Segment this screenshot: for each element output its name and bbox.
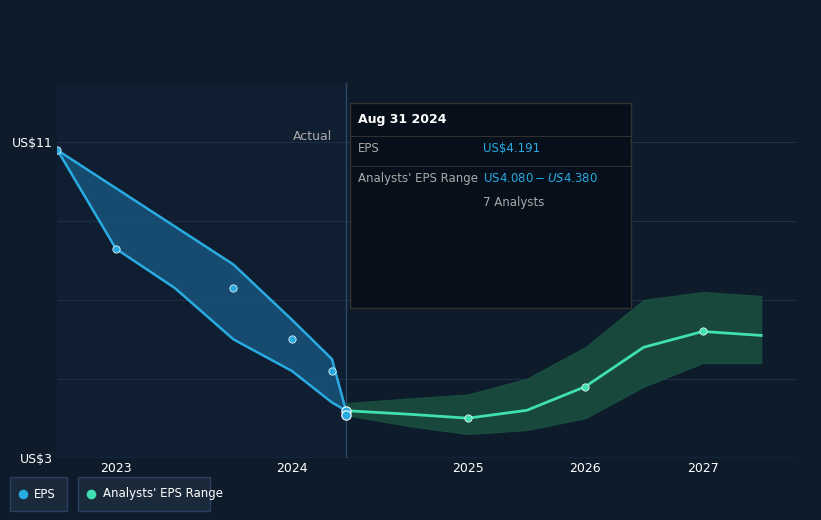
Text: Analysts Forecasts: Analysts Forecasts (360, 131, 476, 144)
Point (696, 327, 709, 335)
Text: Aug 31 2024: Aug 31 2024 (358, 113, 447, 126)
Point (325, 367, 338, 375)
Point (339, 407, 352, 415)
Point (84, 490, 97, 498)
Text: 7 Analysts: 7 Analysts (484, 196, 544, 209)
Text: Actual: Actual (292, 131, 332, 144)
Text: EPS: EPS (34, 488, 56, 500)
Text: Analysts' EPS Range: Analysts' EPS Range (103, 488, 222, 500)
Point (339, 411, 352, 419)
Text: US$4.191: US$4.191 (484, 142, 540, 155)
Point (109, 244, 122, 253)
Text: EPS: EPS (358, 142, 379, 155)
FancyBboxPatch shape (10, 477, 67, 511)
FancyBboxPatch shape (350, 103, 631, 308)
Point (16, 490, 29, 498)
Point (285, 335, 298, 344)
Point (51, 146, 64, 154)
FancyBboxPatch shape (78, 477, 210, 511)
Point (461, 414, 475, 422)
Point (227, 284, 240, 292)
Point (579, 383, 592, 391)
Text: US$4.080 - US$4.380: US$4.080 - US$4.380 (484, 172, 599, 185)
Text: Analysts' EPS Range: Analysts' EPS Range (358, 172, 478, 185)
Bar (57, 83, 346, 458)
